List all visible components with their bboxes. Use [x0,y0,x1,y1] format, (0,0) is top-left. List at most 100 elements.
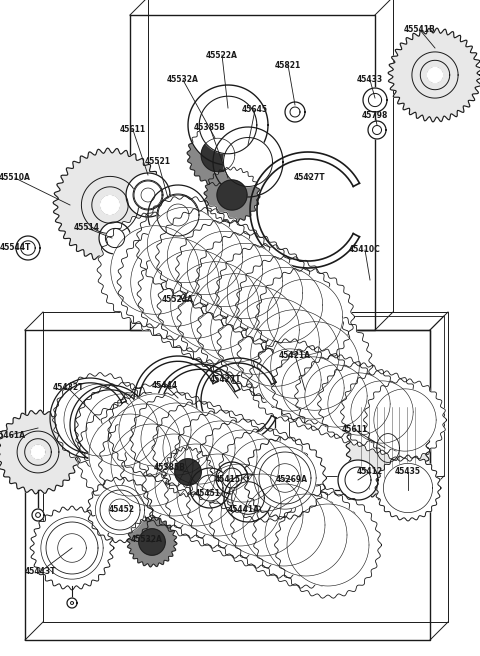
Polygon shape [171,262,259,350]
Polygon shape [141,188,155,202]
Polygon shape [127,517,177,567]
Polygon shape [134,181,162,209]
Polygon shape [120,422,228,528]
Polygon shape [197,475,223,501]
Polygon shape [257,308,373,424]
Polygon shape [259,452,311,504]
Text: 45410C: 45410C [349,245,381,255]
Text: 45541B: 45541B [404,26,436,35]
Polygon shape [187,232,263,307]
Polygon shape [199,464,281,546]
Polygon shape [147,207,223,283]
Polygon shape [64,384,136,456]
Polygon shape [338,460,378,500]
Polygon shape [224,138,273,186]
Polygon shape [163,447,213,497]
Polygon shape [271,321,359,410]
Polygon shape [272,347,355,429]
Text: 45510A: 45510A [0,173,31,182]
Polygon shape [21,241,35,255]
Polygon shape [157,194,199,236]
Polygon shape [58,534,86,562]
Text: 45451: 45451 [195,489,221,497]
Polygon shape [218,428,312,522]
Text: 45524A: 45524A [162,295,194,304]
Polygon shape [243,437,326,519]
Polygon shape [229,439,301,511]
Polygon shape [254,447,316,509]
Polygon shape [195,232,295,331]
Polygon shape [86,394,158,466]
Polygon shape [74,382,169,478]
Text: 45611: 45611 [342,426,368,434]
Text: 45269A: 45269A [276,476,308,485]
Polygon shape [237,296,353,412]
Text: 45821: 45821 [275,60,301,70]
Polygon shape [328,373,390,435]
Polygon shape [197,272,313,388]
Text: 45452: 45452 [109,506,135,514]
Polygon shape [232,482,264,514]
Polygon shape [207,430,279,502]
Text: 45645: 45645 [242,106,268,115]
Polygon shape [351,381,413,443]
Text: 45611: 45611 [120,125,146,134]
Polygon shape [374,389,436,451]
Polygon shape [345,467,371,493]
Text: 45443T: 45443T [24,567,56,577]
Polygon shape [305,365,367,427]
Polygon shape [67,598,77,608]
Polygon shape [176,220,275,319]
Polygon shape [265,494,347,576]
Polygon shape [0,410,80,494]
Polygon shape [199,96,257,154]
Polygon shape [163,412,235,484]
Polygon shape [317,363,400,445]
Polygon shape [388,28,480,122]
Text: 45412: 45412 [357,468,383,476]
Polygon shape [188,85,268,165]
Polygon shape [196,419,290,513]
Polygon shape [216,243,314,342]
Polygon shape [157,248,273,364]
Polygon shape [249,338,332,421]
Polygon shape [175,459,201,485]
Text: 45435: 45435 [395,468,421,476]
Text: 45532A: 45532A [167,75,199,85]
Polygon shape [428,68,443,83]
Polygon shape [369,93,382,106]
Polygon shape [230,472,337,578]
Text: 45514: 45514 [74,224,100,232]
Text: 45444: 45444 [152,380,178,390]
Polygon shape [106,228,125,247]
Polygon shape [190,468,230,508]
Polygon shape [158,195,198,235]
Polygon shape [255,268,355,367]
Polygon shape [109,499,131,521]
Polygon shape [271,464,300,492]
Polygon shape [133,434,215,516]
Polygon shape [363,88,387,112]
Polygon shape [224,474,272,522]
Polygon shape [108,383,202,477]
Text: 45427T: 45427T [294,173,326,182]
Polygon shape [97,212,213,328]
Polygon shape [217,180,247,210]
Polygon shape [275,492,382,598]
Polygon shape [99,222,131,254]
Polygon shape [216,462,248,494]
Polygon shape [243,484,325,566]
Polygon shape [101,195,120,215]
Polygon shape [53,148,167,262]
Polygon shape [187,452,293,558]
Polygon shape [207,243,283,319]
Polygon shape [217,284,333,400]
Polygon shape [191,274,279,362]
Polygon shape [96,392,192,487]
Polygon shape [252,482,360,588]
Polygon shape [174,410,268,504]
Text: 45385B: 45385B [154,464,186,472]
Polygon shape [259,349,321,411]
Polygon shape [46,522,98,574]
Polygon shape [208,462,315,568]
